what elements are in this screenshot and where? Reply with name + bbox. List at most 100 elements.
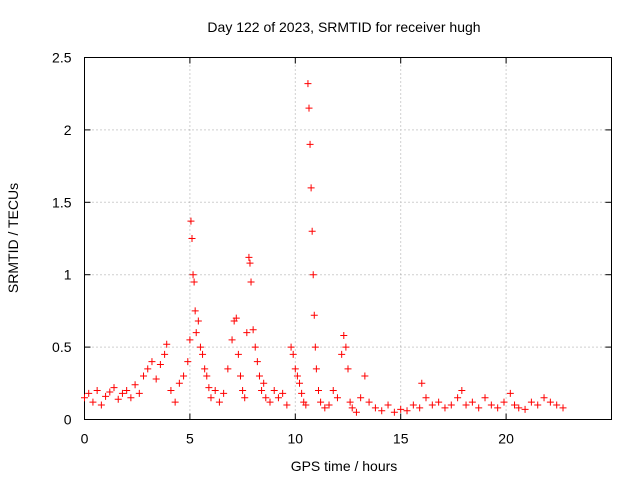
data-point (344, 365, 352, 373)
data-point (546, 398, 554, 406)
data-point (325, 401, 333, 409)
data-point (500, 398, 508, 406)
data-point (127, 394, 135, 402)
data-point (148, 358, 156, 366)
data-point (190, 278, 198, 286)
data-point (144, 365, 152, 373)
data-point (521, 405, 529, 413)
data-point (184, 358, 192, 366)
y-tick-label: 0 (64, 412, 72, 428)
data-point (279, 389, 287, 397)
data-point (487, 401, 495, 409)
data-point (384, 401, 392, 409)
y-tick-label: 2.5 (52, 50, 72, 66)
data-point (329, 387, 337, 395)
data-point (390, 408, 398, 416)
data-point (85, 389, 93, 397)
data-point (152, 375, 160, 383)
data-point (302, 401, 310, 409)
chart-title: Day 122 of 2023, SRMTID for receiver hug… (207, 19, 480, 35)
data-point (258, 387, 266, 395)
data-point (371, 404, 379, 412)
data-point (283, 401, 291, 409)
y-axis-label: SRMTID / TECUs (5, 183, 21, 293)
data-point (553, 401, 561, 409)
data-point (215, 398, 223, 406)
data-point (304, 80, 312, 88)
data-point (458, 387, 466, 395)
data-point (191, 307, 199, 315)
data-point (462, 401, 470, 409)
data-point (186, 336, 194, 344)
data-point (249, 326, 257, 334)
x-tick-label: 5 (186, 431, 194, 447)
data-point (527, 398, 535, 406)
data-point (506, 389, 514, 397)
data-point (260, 379, 268, 387)
data-point (454, 394, 462, 402)
data-point (93, 387, 101, 395)
data-point (342, 343, 350, 351)
data-point (161, 350, 169, 358)
data-point (224, 365, 232, 373)
data-point (306, 140, 314, 148)
data-point (192, 329, 200, 337)
data-point (403, 407, 411, 415)
data-point (422, 394, 430, 402)
data-point (262, 394, 270, 402)
data-point (416, 404, 424, 412)
data-point (352, 408, 360, 416)
data-point (409, 401, 417, 409)
data-point (236, 372, 244, 380)
data-point (156, 360, 164, 368)
x-tick-label: 15 (393, 431, 409, 447)
data-point (435, 398, 443, 406)
data-point (397, 405, 405, 413)
data-point (201, 365, 209, 373)
data-point (291, 365, 299, 373)
data-point (251, 343, 259, 351)
data-point (241, 394, 249, 402)
data-point (308, 227, 316, 235)
data-point (199, 350, 207, 358)
data-point (305, 104, 313, 112)
data-point (123, 387, 131, 395)
data-point (287, 343, 295, 351)
data-point (333, 394, 341, 402)
data-point (481, 394, 489, 402)
data-point (266, 398, 274, 406)
data-point (205, 384, 213, 392)
data-point (312, 365, 320, 373)
data-point (274, 394, 282, 402)
data-point (140, 372, 148, 380)
data-point (321, 404, 329, 412)
data-point (114, 395, 122, 403)
data-point (540, 394, 548, 402)
data-point (171, 398, 179, 406)
y-tick-label: 1 (64, 267, 72, 283)
data-points (81, 80, 567, 416)
x-tick-label: 20 (498, 431, 514, 447)
data-point (361, 372, 369, 380)
data-point (365, 398, 373, 406)
plot-frame (84, 57, 612, 420)
data-point (475, 404, 483, 412)
data-point (559, 404, 567, 412)
data-point (163, 340, 171, 348)
data-point (211, 387, 219, 395)
data-point (228, 336, 236, 344)
data-point (196, 343, 204, 351)
data-point (243, 329, 251, 337)
data-point (188, 235, 196, 242)
data-point (309, 271, 317, 279)
data-point (246, 259, 254, 267)
x-tick-label: 0 (81, 431, 89, 447)
data-point (255, 372, 263, 380)
data-point (511, 401, 519, 409)
data-point (232, 314, 240, 322)
data-point (187, 217, 195, 225)
x-tick-label: 10 (288, 431, 304, 447)
data-point (348, 404, 356, 412)
data-point (131, 381, 139, 389)
